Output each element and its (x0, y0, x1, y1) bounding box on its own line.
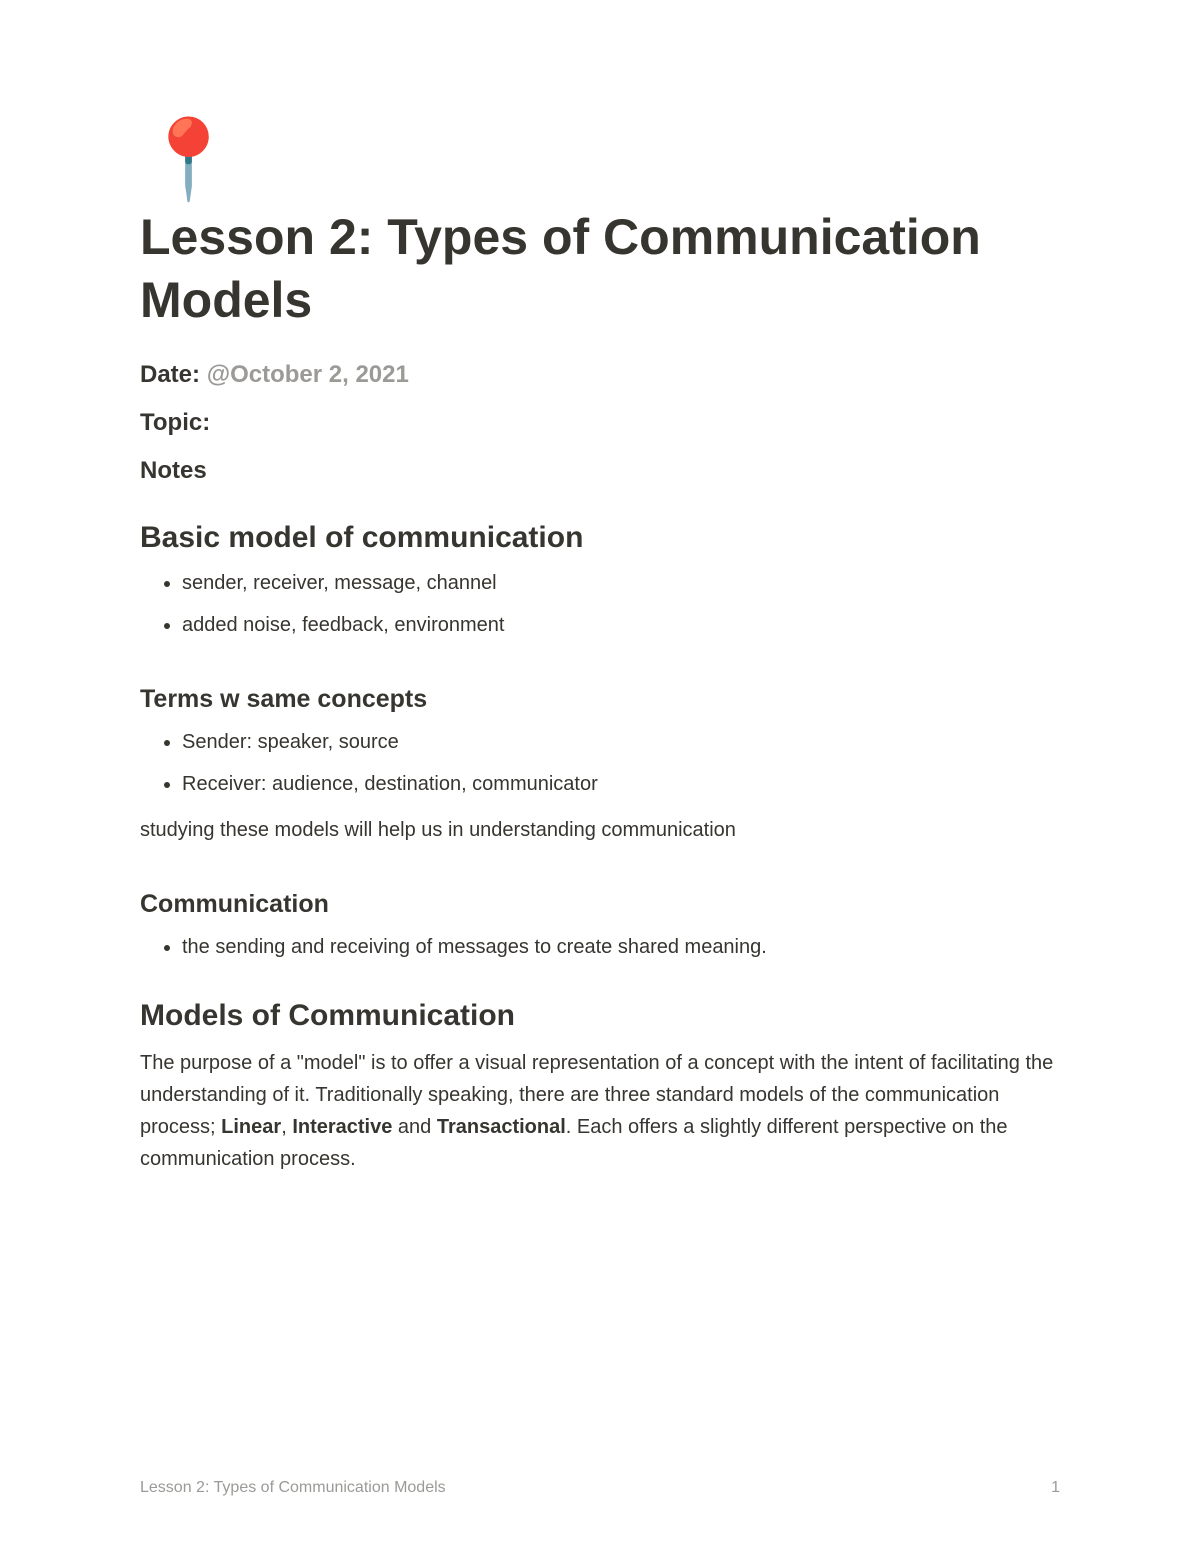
list-item: the sending and receiving of messages to… (182, 931, 1060, 963)
list-item: sender, receiver, message, channel (182, 567, 1060, 599)
heading-models: Models of Communication (140, 999, 1060, 1033)
models-paragraph: The purpose of a "model" is to offer a v… (140, 1047, 1060, 1175)
list-item: Receiver: audience, destination, communi… (182, 768, 1060, 800)
list-item: added noise, feedback, environment (182, 609, 1060, 641)
heading-basic-model: Basic model of communication (140, 521, 1060, 555)
pin-icon: 📍 (140, 120, 1060, 198)
heading-terms: Terms w same concepts (140, 685, 1060, 714)
notes-label: Notes (140, 457, 1060, 485)
date-value: @October 2, 2021 (207, 361, 409, 388)
terms-after-text: studying these models will help us in un… (140, 814, 1060, 846)
para-text: and (392, 1116, 436, 1138)
page-footer: Lesson 2: Types of Communication Models … (140, 1479, 1060, 1497)
bold-interactive: Interactive (292, 1116, 392, 1138)
topic-row: Topic: (140, 409, 1060, 437)
footer-page-number: 1 (1051, 1479, 1060, 1497)
list-terms: Sender: speaker, source Receiver: audien… (140, 726, 1060, 800)
list-item: Sender: speaker, source (182, 726, 1060, 758)
bold-linear: Linear (221, 1116, 281, 1138)
date-row: Date: @October 2, 2021 (140, 361, 1060, 389)
page-title: Lesson 2: Types of Communication Models (140, 206, 1060, 331)
heading-communication: Communication (140, 890, 1060, 919)
date-label: Date: (140, 361, 207, 388)
footer-title: Lesson 2: Types of Communication Models (140, 1479, 446, 1497)
para-text: , (281, 1116, 292, 1138)
list-communication: the sending and receiving of messages to… (140, 931, 1060, 963)
bold-transactional: Transactional (437, 1116, 566, 1138)
list-basic-model: sender, receiver, message, channel added… (140, 567, 1060, 641)
